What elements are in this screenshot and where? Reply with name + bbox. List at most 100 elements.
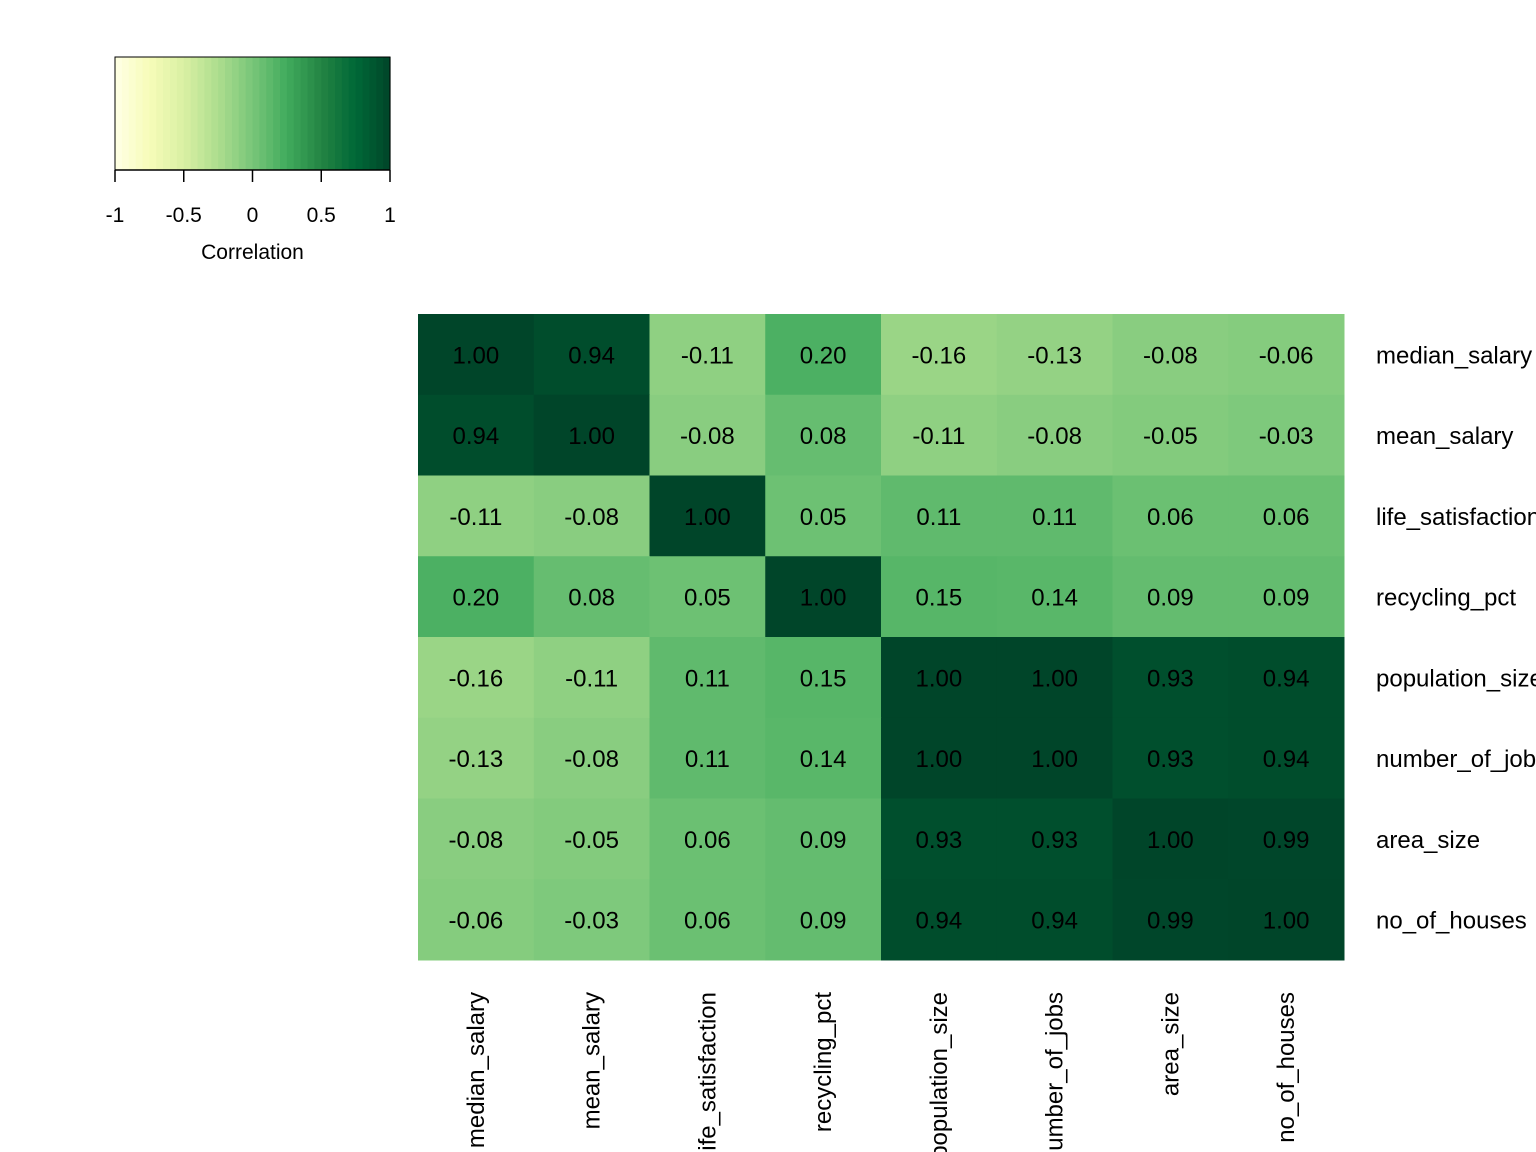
colorbar-tick-label-3: 0.5 — [307, 204, 336, 227]
colorbar-swatch-35 — [355, 57, 364, 170]
colorbar-swatch-20 — [252, 57, 260, 170]
colorbar-swatch-36 — [362, 57, 370, 170]
cell-value-label-r2-c2: 1.00 — [684, 504, 731, 531]
heatmap-cell-r6-c3 — [765, 798, 882, 880]
colorbar-swatch-18 — [238, 57, 247, 170]
colorbar-swatch-30 — [321, 57, 329, 170]
heatmap-cell-r1-c3 — [765, 394, 882, 476]
cell-value-label-r6-c0: -0.08 — [449, 827, 504, 854]
heatmap-cell-r1-c6 — [1112, 394, 1229, 476]
heatmap-cell-r4-c1 — [533, 637, 650, 719]
cell-value-label-r0-c0: 1.00 — [453, 342, 500, 369]
heatmap-cell-r4-c5 — [996, 637, 1113, 719]
column-label-no_of_houses: no_of_houses — [1273, 992, 1300, 1143]
heatmap-cell-r5-c7 — [1228, 717, 1345, 799]
cell-value-label-r2-c7: 0.06 — [1263, 504, 1310, 531]
colorbar-swatch-13 — [204, 57, 212, 170]
heatmap-cell-r3-c3 — [765, 556, 882, 638]
heatmap-cell-r7-c7 — [1228, 879, 1345, 961]
colorbar-swatch-21 — [259, 57, 267, 170]
cell-value-label-r2-c0: -0.11 — [449, 504, 502, 531]
cell-value-label-r7-c1: -0.03 — [564, 908, 619, 935]
colorbar-swatch-37 — [369, 57, 377, 170]
cell-value-label-r7-c3: 0.09 — [800, 908, 847, 935]
cell-value-label-r1-c6: -0.05 — [1143, 423, 1198, 450]
cell-value-label-r2-c4: 0.11 — [916, 504, 961, 531]
heatmap-cell-r3-c6 — [1112, 556, 1229, 638]
colorbar-swatch-3 — [135, 57, 144, 170]
cell-value-label-r3-c4: 0.15 — [916, 585, 963, 612]
colorbar-swatch-24 — [280, 57, 288, 170]
cell-value-label-r0-c5: -0.13 — [1027, 342, 1082, 369]
heatmap-cell-r2-c7 — [1228, 475, 1345, 557]
cell-value-label-r6-c7: 0.99 — [1263, 827, 1310, 854]
cell-value-label-r3-c6: 0.09 — [1147, 585, 1194, 612]
cell-value-label-r5-c7: 0.94 — [1263, 746, 1310, 773]
cell-value-label-r6-c3: 0.09 — [800, 827, 847, 854]
heatmap-cell-r1-c2 — [649, 394, 766, 476]
heatmap-cells: 1.00 0.94 -0.11 0.20 -0.16 -0.13 -0.08 -0.06 0.9… — [418, 314, 1345, 961]
heatmap-cell-r6-c1 — [533, 798, 650, 880]
colorbar-swatch-12 — [197, 57, 205, 170]
heatmap-cell-r1-c0 — [418, 394, 535, 476]
cell-value-label-r5-c2: 0.11 — [685, 746, 730, 773]
colorbar-swatch-34 — [348, 57, 357, 170]
row-label-recycling_pct: recycling_pct — [1376, 585, 1516, 612]
heatmap-cell-r2-c6 — [1112, 475, 1229, 557]
colorbar-tick-label-1: -0.5 — [166, 204, 202, 227]
cell-value-label-r3-c7: 0.09 — [1263, 585, 1310, 612]
cell-value-label-r1-c4: -0.11 — [912, 423, 965, 450]
cell-value-label-r0-c7: -0.06 — [1259, 342, 1314, 369]
heatmap-cell-r1-c1 — [533, 394, 650, 476]
heatmap-cell-r7-c0 — [418, 879, 535, 961]
cell-value-label-r4-c4: 1.00 — [916, 665, 963, 692]
cell-value-label-r5-c6: 0.93 — [1147, 746, 1194, 773]
heatmap-cell-r4-c3 — [765, 637, 882, 719]
cell-value-label-r3-c1: 0.08 — [568, 585, 615, 612]
heatmap-cell-r3-c1 — [533, 556, 650, 638]
cell-value-label-r3-c5: 0.14 — [1031, 585, 1078, 612]
heatmap-cell-r5-c3 — [765, 717, 882, 799]
cell-value-label-r0-c2: -0.11 — [681, 342, 734, 369]
cell-value-label-r7-c6: 0.99 — [1147, 908, 1194, 935]
colorbar-swatch-8 — [170, 57, 178, 170]
cell-value-label-r7-c7: 1.00 — [1263, 908, 1310, 935]
heatmap-cell-r7-c2 — [649, 879, 766, 961]
cell-value-label-r5-c4: 1.00 — [916, 746, 963, 773]
column-label-mean_salary: mean_salary — [579, 992, 606, 1129]
heatmap-cell-r6-c4 — [881, 798, 998, 880]
column-label-life_satisfaction: life_satisfaction — [694, 992, 721, 1152]
cell-value-label-r6-c4: 0.93 — [916, 827, 963, 854]
colorbar-swatch-22 — [266, 57, 274, 170]
row-labels: median_salary mean_salary life_satisfactio… — [1376, 342, 1536, 934]
colorbar-swatch-6 — [156, 57, 164, 170]
heatmap-cell-r1-c4 — [881, 394, 998, 476]
row-label-number_of_jobs: number_of_jobs — [1376, 746, 1536, 773]
colorbar-swatch-10 — [183, 57, 192, 170]
colorbar-swatch-11 — [190, 57, 199, 170]
colorbar-swatch-25 — [286, 57, 295, 170]
heatmap-cell-r1-c7 — [1228, 394, 1345, 476]
row-label-median_salary: median_salary — [1376, 342, 1532, 369]
cell-value-label-r2-c3: 0.05 — [800, 504, 847, 531]
heatmap-cell-r0-c1 — [533, 314, 650, 396]
colorbar-swatch-17 — [231, 57, 240, 170]
cell-value-label-r4-c6: 0.93 — [1147, 665, 1194, 692]
cell-value-label-r2-c6: 0.06 — [1147, 504, 1194, 531]
heatmap-cell-r6-c0 — [418, 798, 535, 880]
column-label-population_size: population_size — [926, 992, 953, 1152]
cell-value-label-r7-c5: 0.94 — [1031, 908, 1078, 935]
heatmap-cell-r0-c2 — [649, 314, 766, 396]
cell-value-label-r1-c2: -0.08 — [680, 423, 735, 450]
colorbar-swatch-39 — [383, 57, 391, 170]
cell-value-label-r5-c0: -0.13 — [449, 746, 504, 773]
column-label-recycling_pct: recycling_pct — [810, 992, 837, 1132]
heatmap-cell-r5-c0 — [418, 717, 535, 799]
colorbar-swatch-5 — [149, 57, 157, 170]
colorbar-swatch-15 — [218, 57, 226, 170]
colorbar-swatch-27 — [300, 57, 309, 170]
heatmap-cell-r6-c7 — [1228, 798, 1345, 880]
heatmap-cell-r3-c4 — [881, 556, 998, 638]
colorbar-swatch-28 — [307, 57, 315, 170]
heatmap-cell-r5-c6 — [1112, 717, 1229, 799]
